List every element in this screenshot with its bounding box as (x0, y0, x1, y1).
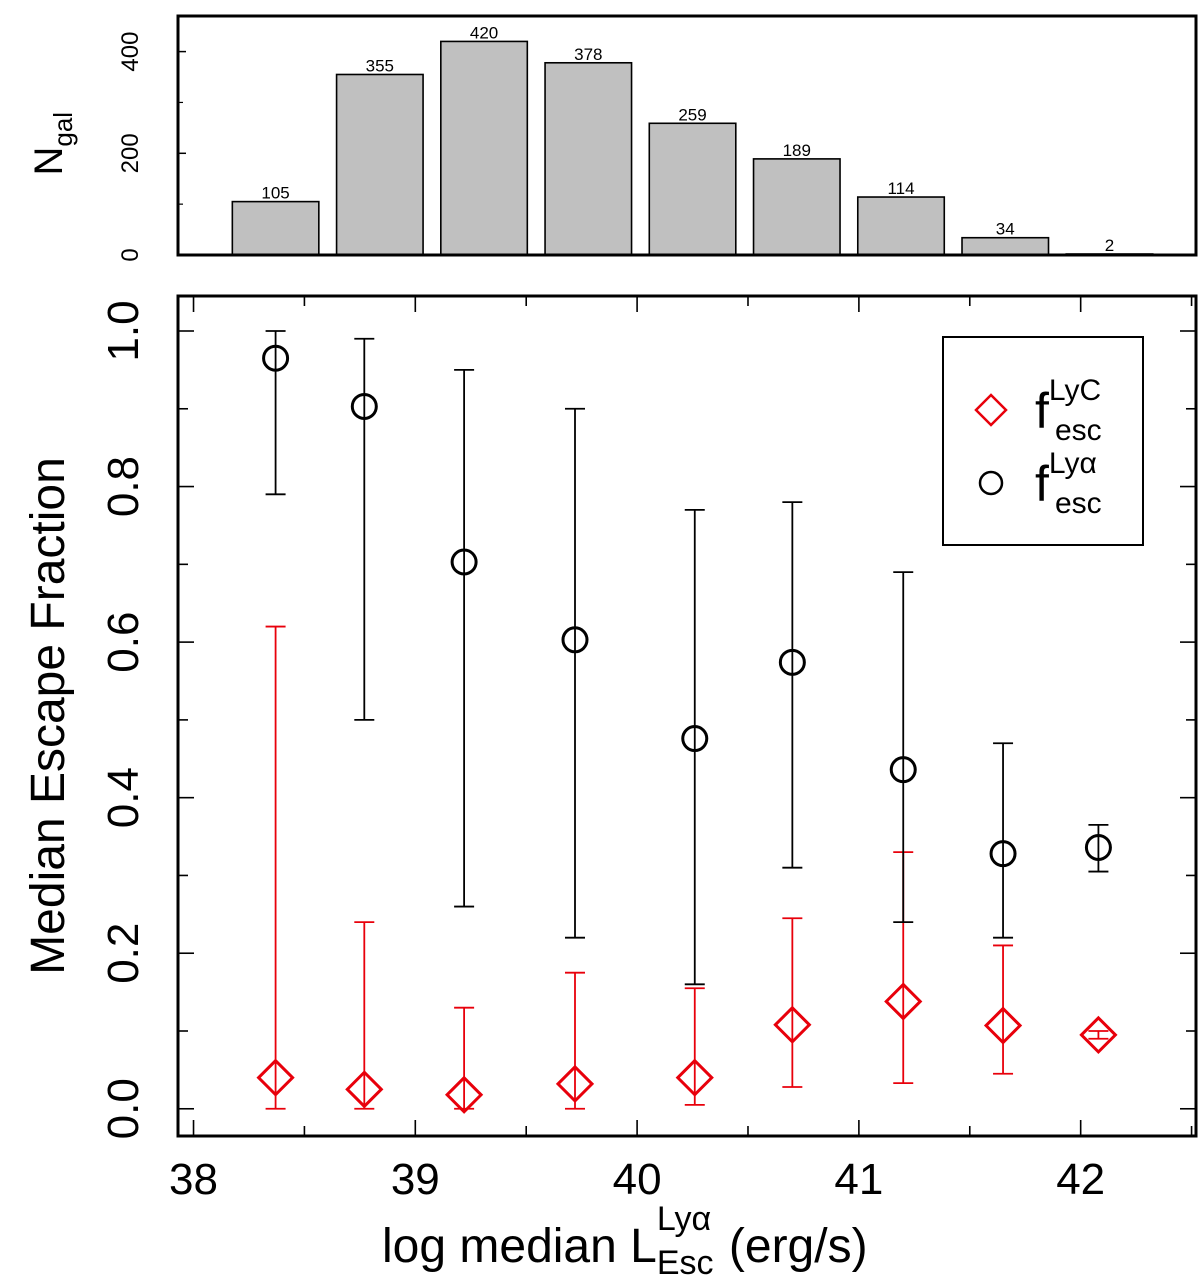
histogram-bar-count: 378 (574, 45, 602, 64)
lya-circle-marker (350, 392, 378, 420)
legend-label-main: f (1035, 383, 1049, 439)
y-tick-label: 0.0 (99, 1078, 148, 1139)
lyc-diamond-marker (555, 1064, 595, 1104)
lya-circle-marker (262, 344, 290, 372)
histogram-panel: 105 355 420 378 259 189 114 34 2 0 200 400 Ngal (27, 14, 1198, 262)
legend-label: fLyα esc (1035, 447, 1102, 520)
x-axis-label: log median LEsc Lyα (erg/s) (382, 1200, 868, 1281)
lyc-error-bar (265, 625, 286, 1110)
histogram-bar (961, 236, 1050, 256)
lya-error-bar (564, 407, 585, 939)
lyc-error-bar (354, 921, 375, 1110)
legend-label: fLyC esc (1035, 374, 1102, 447)
lyc-diamond-marker (1079, 1015, 1118, 1055)
lyc-error-bar (564, 971, 585, 1110)
lya-error-bar (265, 330, 286, 496)
main-axis-ticks (178, 296, 1196, 1136)
lya-circle-marker (681, 725, 709, 753)
histogram-y-label-main: N (27, 147, 71, 176)
legend-lyc-marker (974, 393, 1008, 427)
histogram-bar (440, 40, 529, 256)
y-tick-label: 0.6 (99, 612, 148, 673)
lyc-diamond-marker (256, 1058, 295, 1097)
x-label-sup: Lyα (657, 1200, 711, 1238)
error-bars (265, 330, 1109, 1110)
legend-lya-marker (978, 470, 1004, 496)
histogram-bar-count: 355 (366, 56, 394, 75)
lya-circle-marker (561, 626, 589, 654)
x-tick-label: 42 (1056, 1155, 1105, 1204)
y-tick-label: 0.4 (99, 767, 148, 828)
lya-circle-marker (989, 840, 1017, 868)
legend-label-sup: Lyα (1049, 447, 1097, 480)
lya-error-bar (782, 501, 803, 869)
histogram-y-tick-label: 200 (117, 133, 144, 173)
lyc-diamond-marker (884, 982, 923, 1021)
histogram-bar (648, 122, 737, 256)
legend-label-sup: LyC (1049, 374, 1101, 407)
x-label-sub: Esc (657, 1244, 714, 1281)
lya-error-bar (893, 571, 914, 924)
lyc-error-bar (454, 1006, 475, 1110)
y-tick-label: 1.0 (99, 300, 148, 361)
lya-circle-marker (450, 548, 478, 576)
x-label-prefix: log median L (382, 1220, 657, 1273)
histogram-bar (856, 196, 946, 256)
main-axis-tick-labels: 38 39 40 41 42 0.0 0.2 0.4 0.6 0.8 1.0 (99, 300, 1105, 1204)
lyc-error-bar (1088, 1030, 1109, 1040)
histogram-y-ticks: 0 200 400 (117, 32, 186, 262)
y-axis-label: Median Escape Fraction (22, 457, 75, 975)
histogram-y-tick-label: 400 (117, 32, 144, 72)
lya-circle-marker (778, 648, 806, 676)
lyc-diamond-marker (345, 1070, 384, 1109)
lya-error-bar (1088, 823, 1109, 873)
x-tick-label: 38 (169, 1155, 218, 1204)
y-tick-label: 0.8 (99, 456, 148, 517)
main-frame (176, 294, 1198, 1138)
histogram-bar-count: 189 (783, 141, 811, 160)
x-label-suffix: (erg/s) (716, 1220, 868, 1273)
lyc-diamond-marker (444, 1075, 484, 1114)
histogram-bar-count: 105 (261, 184, 289, 203)
lya-circle-marker (1084, 833, 1112, 861)
histogram-bar (335, 73, 424, 256)
histogram-bar (544, 61, 633, 256)
legend-label-sub: esc (1055, 414, 1102, 447)
lya-error-bar (684, 508, 705, 986)
lyc-error-bar (782, 917, 803, 1088)
lya-error-bar (354, 337, 375, 721)
histogram-bar-count: 259 (678, 105, 706, 124)
legend-label-sub: esc (1055, 487, 1102, 520)
histogram-frame (176, 14, 1198, 257)
legend-label-main: f (1035, 456, 1049, 512)
histogram-bar-count: 114 (887, 179, 914, 198)
x-tick-label: 40 (613, 1155, 662, 1204)
lyc-diamond-marker (675, 1058, 714, 1097)
escape-fraction-panel: 38 39 40 41 420.00.20.40.60.81.0 fLyC escfLyα… (22, 294, 1198, 1281)
lya-circle-marker (889, 756, 917, 784)
lyc-diamond-marker (983, 1006, 1023, 1045)
data-markers (256, 344, 1118, 1114)
legend-box (942, 336, 1144, 546)
histogram-bar (752, 158, 841, 256)
lya-error-bar (454, 368, 475, 908)
histogram-bar-count: 2 (1105, 236, 1114, 255)
histogram-bars (231, 40, 1154, 256)
x-tick-label: 41 (834, 1155, 883, 1204)
lyc-diamond-marker (773, 1005, 812, 1044)
histogram-bar (231, 200, 320, 256)
histogram-bar-count: 34 (996, 220, 1015, 239)
histogram-bar-count: 420 (470, 23, 498, 42)
y-tick-label: 0.2 (99, 923, 148, 984)
histogram-y-axis-label: Ngal (27, 112, 78, 176)
histogram-count-labels: 105 355 420 378 259 189 114 34 2 (261, 23, 1114, 255)
lyc-error-bar (684, 987, 705, 1106)
histogram-y-label-sub: gal (48, 112, 78, 147)
x-tick-label: 39 (391, 1155, 440, 1204)
histogram-y-tick-label: 0 (117, 248, 144, 261)
